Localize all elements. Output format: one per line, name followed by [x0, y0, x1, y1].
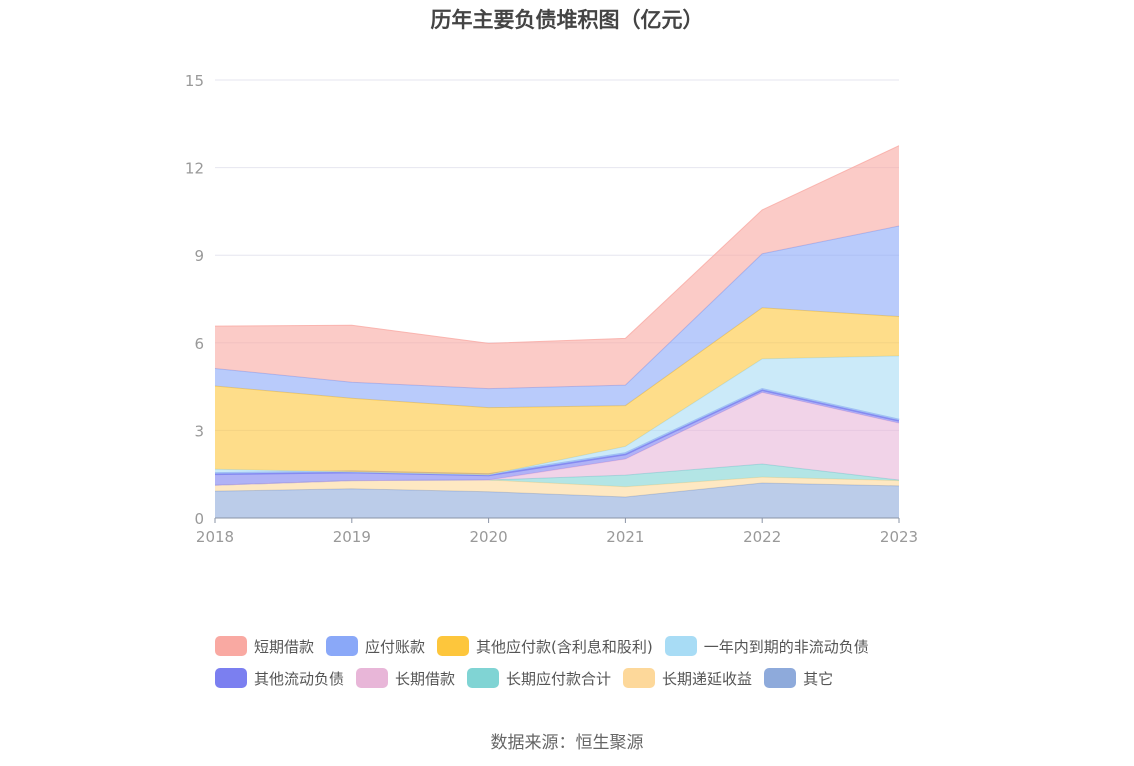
area-series [215, 477, 899, 497]
legend-label: 其它 [803, 669, 834, 688]
x-tick-label: 2022 [743, 528, 781, 546]
legend-item[interactable]: 其它 [764, 668, 833, 689]
legend-item[interactable]: 其他流动负债 [215, 668, 344, 689]
legend-item[interactable]: 一年内到期的非流动负债 [664, 636, 869, 657]
chart-title: 历年主要负债堆积图（亿元） [430, 8, 704, 32]
legend-swatch [764, 668, 797, 688]
legend-swatch [215, 636, 247, 656]
x-tick-label: 2023 [880, 528, 918, 546]
y-tick-label: 3 [194, 422, 204, 440]
legend-swatch [623, 668, 656, 688]
legend-item[interactable]: 其他应付款(含利息和股利) [437, 636, 653, 657]
legend-item[interactable]: 应付账款 [326, 636, 425, 657]
area-series [215, 463, 899, 487]
area-series [215, 307, 899, 475]
x-tick-label: 2019 [333, 528, 371, 546]
legend-swatch [356, 668, 389, 688]
legend-item[interactable]: 长期递延收益 [623, 668, 752, 689]
y-tick-label: 15 [185, 72, 204, 90]
legend-item[interactable]: 短期借款 [215, 636, 314, 657]
legend-label: 长期借款 [395, 669, 456, 688]
x-tick-label: 2018 [196, 528, 234, 546]
legend-swatch [437, 636, 470, 656]
legend-label: 长期应付款合计 [506, 669, 612, 688]
area-series [215, 145, 899, 389]
area-series [215, 482, 899, 518]
area-series [215, 355, 899, 475]
area-series [215, 392, 899, 486]
legend-label: 一年内到期的非流动负债 [703, 637, 869, 656]
legend-item[interactable]: 长期借款 [356, 668, 455, 689]
legend-label: 长期递延收益 [662, 669, 753, 688]
legend-label: 其他应付款(含利息和股利) [476, 637, 653, 656]
legend-row: 短期借款 应付账款 其他应付款(含利息和股利) 一年内到期的非流动负债 [215, 630, 935, 662]
legend-row: 其他流动负债 长期借款 长期应付款合计 长期递延收益 其它 [215, 662, 935, 694]
y-tick-label: 12 [185, 160, 204, 178]
x-tick-label: 2021 [606, 528, 644, 546]
area-series-line [214, 145, 900, 344]
y-tick-label: 9 [194, 247, 204, 265]
legend-item[interactable]: 长期应付款合计 [467, 668, 611, 689]
area-series [215, 226, 899, 408]
area-series [215, 389, 899, 486]
area-chart: 0 3 6 9 12 15 2018 2019 2020 2021 2022 2023 [185, 72, 918, 546]
legend-label: 应付账款 [365, 637, 426, 656]
y-tick-label: 0 [194, 510, 204, 528]
x-tick-label: 2020 [470, 528, 508, 546]
data-source-note: 数据来源：恒生聚源 [490, 733, 644, 753]
y-tick-label: 6 [194, 335, 204, 353]
legend: 短期借款 应付账款 其他应付款(含利息和股利) 一年内到期的非流动负债 其他流动负债 长… [215, 630, 935, 694]
legend-swatch [215, 668, 247, 688]
legend-swatch [467, 668, 500, 688]
legend-label: 短期借款 [254, 637, 315, 656]
legend-label: 其他流动负债 [254, 669, 345, 688]
legend-swatch [326, 636, 359, 656]
legend-swatch [664, 636, 697, 656]
